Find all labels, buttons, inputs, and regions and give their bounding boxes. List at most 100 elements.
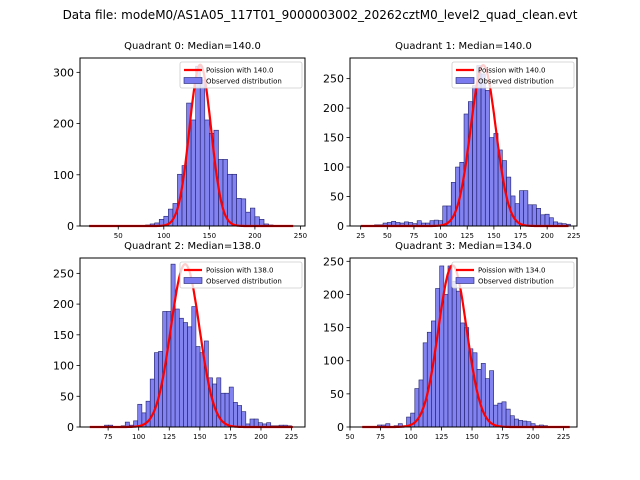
y-tick-label: 100: [53, 360, 74, 373]
axes-frame: [79, 257, 306, 428]
histogram-bar: [544, 213, 550, 227]
x-tick-label: 75: [409, 232, 418, 240]
histogram-bar: [523, 190, 529, 227]
legend: Poission with 140.0 Observed distribution: [451, 61, 575, 89]
y-tick-label: 250: [323, 73, 344, 86]
x-tick-label: 125: [461, 232, 474, 240]
legend: Poission with 134.0 Observed distribution: [451, 261, 575, 289]
legend-label-poisson: Poission with 140.0: [206, 67, 274, 75]
x-tick-label: 150: [465, 433, 478, 441]
y-tick-label: 50: [330, 388, 344, 401]
subplot-quadrant-3: Quadrant 3: Median=134.0 50 75 100 125 150 175…: [323, 241, 578, 441]
legend-bar-swatch: [455, 277, 475, 284]
x-tick-label: 175: [496, 433, 509, 441]
histogram-bar: [224, 392, 230, 428]
legend-label-poisson: Poission with 138.0: [206, 267, 274, 275]
figure-suptitle: Data file: modeM0/AS1A05_117T01_90000030…: [62, 8, 578, 22]
subplot-title: Quadrant 3: Median=134.0: [395, 241, 532, 252]
y-tick-label: 100: [53, 169, 74, 182]
legend-label-observed: Observed distribution: [478, 78, 554, 86]
legend-box: [451, 61, 575, 89]
x-tick-label: 50: [114, 232, 123, 240]
y-tick-label: 150: [53, 329, 74, 342]
legend-box: [451, 261, 575, 289]
x-tick-label: 175: [514, 232, 527, 240]
histogram-bar: [249, 418, 255, 428]
histogram-bar: [451, 280, 457, 428]
histogram-bar: [439, 265, 445, 428]
legend-label-observed: Observed distribution: [206, 78, 282, 86]
legend-box: [179, 61, 303, 89]
y-tick-label: 200: [323, 102, 344, 115]
histogram-bar: [240, 198, 247, 227]
histogram-bar: [489, 137, 495, 227]
subplot-quadrant-1: Quadrant 1: Median=140.0 25 50 75 100 125 150 1…: [323, 41, 580, 240]
axes-frame: [349, 257, 578, 428]
y-tick-label: 100: [323, 161, 344, 174]
histogram-bar: [531, 204, 537, 227]
histogram-bar: [514, 418, 519, 428]
x-tick-label: 150: [203, 232, 216, 240]
histogram-bar: [253, 418, 259, 428]
legend-box: [179, 261, 303, 289]
x-tick-label: 100: [132, 433, 145, 441]
x-tick-label: 200: [540, 232, 553, 240]
legend-label-observed: Observed distribution: [478, 278, 554, 286]
histogram-bar: [236, 198, 242, 227]
histogram-bar: [460, 322, 465, 428]
subplot-quadrant-2: Quadrant 2: Median=138.0 75 100 125 150 175 20…: [53, 241, 306, 441]
x-tick-label: 150: [487, 232, 500, 240]
axes-frame: [79, 57, 306, 227]
histogram-bar: [154, 352, 159, 428]
histogram-bar: [190, 119, 196, 227]
x-tick-label: 225: [567, 232, 580, 240]
histogram-bar: [191, 306, 197, 428]
legend-bar-swatch: [455, 77, 475, 84]
histogram-bar: [447, 265, 453, 428]
histogram-bar: [536, 208, 541, 227]
histogram-bar: [195, 65, 201, 227]
histogram-bar: [195, 346, 201, 428]
histogram-bar: [231, 173, 237, 227]
y-tick-label: 0: [337, 421, 344, 434]
histogram-bar: [497, 402, 503, 428]
legend: Poission with 140.0 Observed distribution: [179, 61, 303, 89]
axes-frame: [349, 57, 578, 227]
subplot-title: Quadrant 2: Median=138.0: [124, 241, 261, 252]
histogram-bar: [183, 322, 188, 428]
y-tick-label: 50: [60, 390, 74, 403]
y-tick-label: 150: [323, 322, 344, 335]
subplot-title: Quadrant 0: Median=140.0: [124, 41, 261, 52]
histogram-bar: [233, 402, 238, 428]
histogram-bar: [187, 326, 193, 428]
x-tick-label: 50: [383, 232, 392, 240]
legend-label-observed: Observed distribution: [206, 278, 282, 286]
legend-bar-swatch: [183, 77, 203, 84]
y-tick-label: 100: [323, 355, 344, 368]
y-tick-label: 50: [330, 191, 344, 204]
histogram-bar: [237, 405, 242, 428]
histogram-bar: [418, 379, 424, 428]
histogram-bar: [227, 173, 233, 227]
histogram-bar: [228, 386, 234, 428]
histogram-bar: [489, 370, 494, 428]
x-tick-label: 100: [404, 433, 417, 441]
x-tick-label: 200: [248, 232, 261, 240]
y-tick-label: 250: [53, 267, 74, 280]
histogram-bar: [480, 73, 486, 227]
histogram-bar: [485, 90, 490, 227]
histogram-bar: [422, 342, 428, 428]
histogram-bar: [245, 211, 251, 227]
y-tick-label: 0: [67, 421, 74, 434]
subplot-quadrant-0: Quadrant 0: Median=140.0 50 100 150 200 250 0 1…: [53, 41, 307, 240]
histogram-bar: [178, 317, 184, 428]
x-tick-label: 150: [193, 433, 206, 441]
histogram-bar: [527, 204, 533, 227]
y-tick-label: 200: [323, 288, 344, 301]
histogram-bar: [137, 403, 143, 428]
x-tick-label: 75: [104, 433, 113, 441]
histogram-bar: [540, 214, 546, 227]
x-tick-label: 200: [254, 433, 267, 441]
legend: Poission with 138.0 Observed distribution: [179, 261, 303, 289]
histogram-bar: [174, 308, 180, 428]
